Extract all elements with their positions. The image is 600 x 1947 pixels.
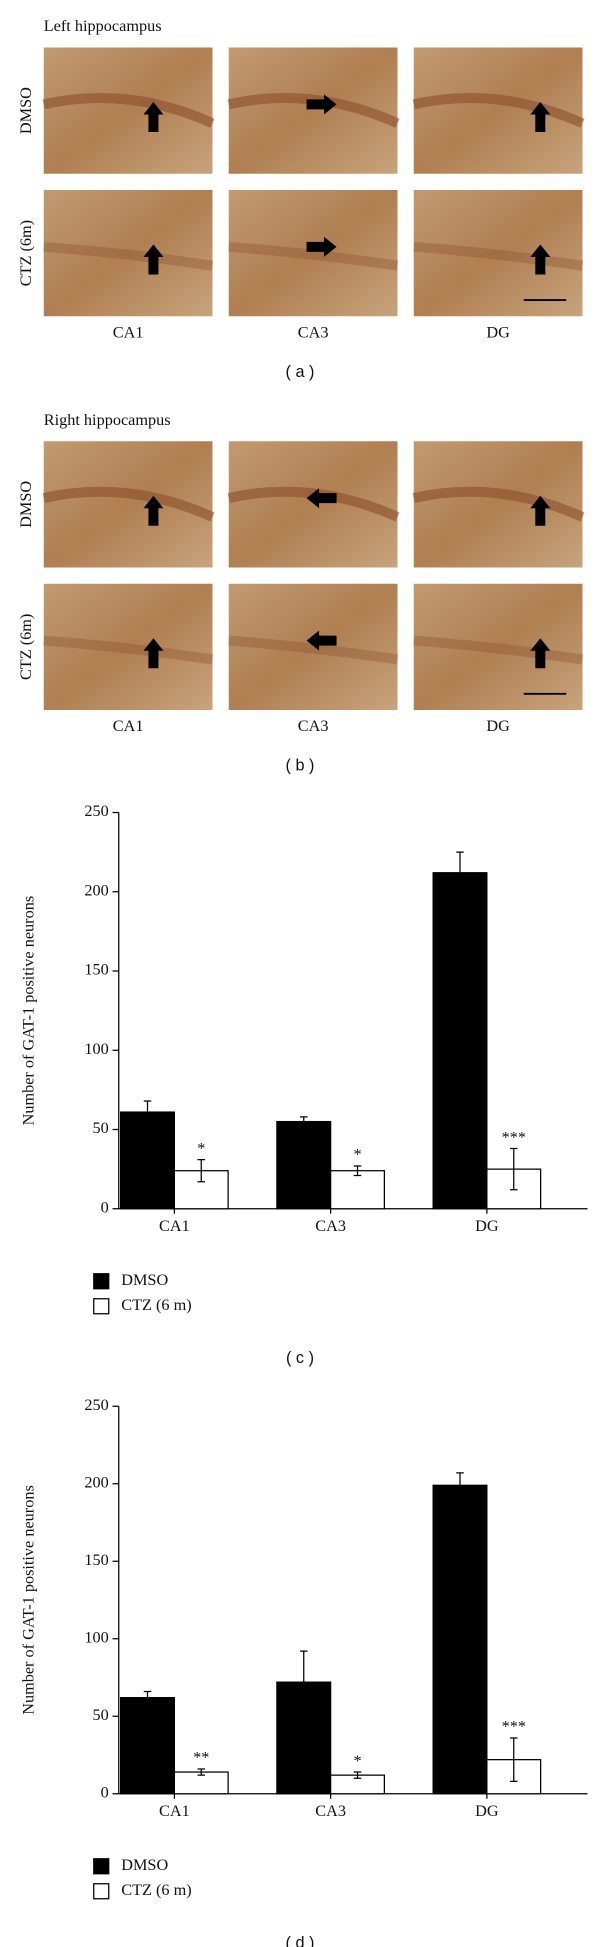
error-bar: [300, 1650, 308, 1714]
y-tick-label: 150: [84, 1551, 108, 1569]
panel-caption: ( b ): [286, 757, 315, 775]
legend-swatch: [93, 1298, 110, 1315]
arrow: [143, 244, 164, 275]
bar: [432, 1484, 488, 1795]
cell-layer: [42, 93, 215, 128]
y-tick-label: 50: [93, 1706, 109, 1724]
panel-title: Left hippocampus: [44, 17, 162, 35]
bar: [432, 872, 488, 1210]
y-tick-label: 0: [101, 1198, 109, 1216]
cell-layer: [228, 635, 399, 665]
column-label: DG: [486, 323, 510, 341]
legend-swatch: [93, 1883, 110, 1900]
y-axis-label: Number of GAT-1 positive neurons: [20, 896, 38, 1126]
y-tick-label: 150: [84, 961, 108, 979]
bar: [120, 1697, 175, 1795]
error-bar: [143, 1100, 152, 1124]
bar: [120, 1111, 175, 1210]
cell-layer: [43, 635, 214, 665]
error-bar: [143, 1690, 152, 1705]
bar: [330, 1170, 385, 1210]
row-label: CTZ (6m): [17, 614, 35, 680]
column-label: CA3: [298, 717, 329, 735]
micrograph: [228, 583, 398, 710]
y-tick-label: 250: [84, 802, 108, 820]
arrow: [306, 236, 337, 257]
panel-caption: ( c ): [286, 1349, 314, 1367]
significance: ***: [502, 1718, 526, 1736]
error-bar: [197, 1768, 205, 1776]
error-bar: [510, 1147, 518, 1191]
arrow: [143, 101, 164, 132]
x-tick-label: CA3: [315, 1217, 346, 1235]
y-tick-label: 0: [101, 1783, 109, 1801]
x-tick-label: CA3: [315, 1802, 346, 1820]
legend-label: CTZ (6 m): [121, 1881, 191, 1899]
arrow: [306, 488, 337, 509]
micrograph: [43, 190, 213, 317]
cell-layer: [42, 486, 215, 522]
y-tick-label: 100: [84, 1040, 108, 1058]
legend-label: CTZ (6 m): [121, 1296, 191, 1314]
bar: [276, 1120, 332, 1210]
y-tick-label: 200: [84, 1473, 108, 1491]
y-axis-label: Number of GAT-1 positive neurons: [20, 1485, 38, 1715]
arrow: [143, 638, 164, 669]
significance: *: [353, 1146, 361, 1164]
micrograph: [413, 190, 583, 317]
arrow: [530, 101, 551, 132]
legend-swatch: [93, 1273, 110, 1290]
cell-layer: [413, 241, 584, 271]
arrow: [530, 495, 551, 526]
legend-label: DMSO: [121, 1271, 168, 1289]
y-tick-label: 250: [84, 1396, 108, 1414]
x-tick-label: DG: [475, 1217, 499, 1235]
y-tick-label: 100: [84, 1628, 108, 1646]
arrow: [143, 495, 164, 526]
arrow: [530, 638, 551, 669]
arrow: [530, 244, 551, 275]
cell-layer: [43, 241, 214, 271]
error-bar: [353, 1771, 362, 1779]
panel-caption: ( d ): [286, 1934, 315, 1947]
legend-label: DMSO: [121, 1856, 168, 1874]
panel-caption: ( a ): [286, 363, 315, 381]
column-label: CA3: [298, 323, 329, 341]
y-tick-label: 50: [93, 1119, 109, 1137]
x-tick-label: CA1: [159, 1802, 190, 1820]
x-tick-label: CA1: [159, 1217, 190, 1235]
significance: ***: [502, 1128, 526, 1146]
micrograph: [413, 583, 583, 710]
column-label: DG: [486, 717, 510, 735]
error-bar: [456, 851, 464, 894]
panel-title: Right hippocampus: [44, 411, 171, 429]
significance: *: [353, 1752, 361, 1770]
y-tick-label: 200: [84, 881, 108, 899]
row-label: DMSO: [17, 87, 35, 134]
column-label: CA1: [113, 323, 144, 341]
row-label: DMSO: [17, 481, 35, 528]
x-tick-label: DG: [475, 1802, 499, 1820]
cell-layer: [412, 93, 585, 128]
error-bar: [510, 1737, 518, 1782]
significance: **: [193, 1749, 209, 1767]
micrograph: [43, 583, 213, 710]
column-label: CA1: [113, 717, 144, 735]
micrograph: [228, 190, 398, 317]
error-bar: [353, 1165, 362, 1177]
error-bar: [456, 1472, 464, 1499]
error-bar: [300, 1116, 308, 1127]
arrow: [306, 94, 337, 115]
cell-layer: [413, 635, 584, 665]
cell-layer: [412, 486, 585, 522]
row-label: CTZ (6m): [17, 220, 35, 286]
significance: *: [197, 1139, 205, 1157]
error-bar: [197, 1158, 205, 1183]
cell-layer: [228, 241, 399, 271]
legend-swatch: [93, 1858, 110, 1875]
